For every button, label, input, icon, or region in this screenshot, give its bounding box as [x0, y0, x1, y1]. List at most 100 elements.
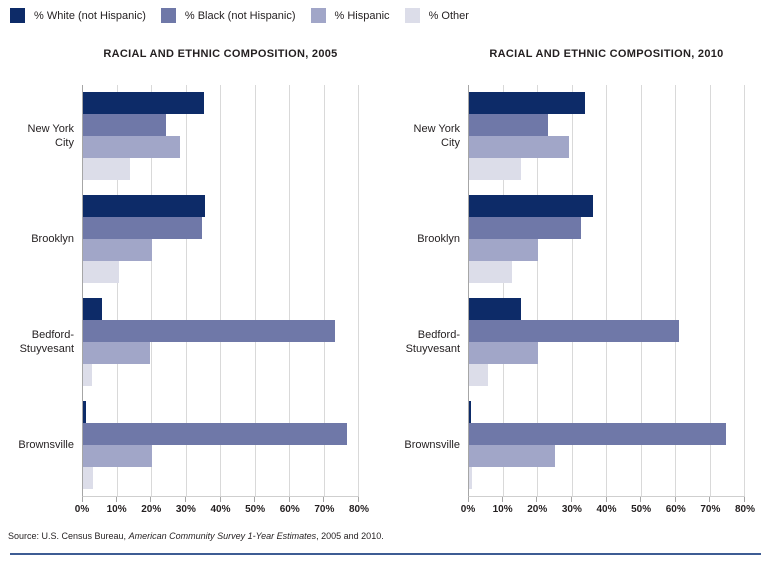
axis-tick-label: 20%	[527, 504, 548, 515]
category-label: Brooklyn	[417, 232, 460, 245]
chart-title-2010: RACIAL AND ETHNIC COMPOSITION, 2010	[489, 48, 724, 60]
bar-hispanic	[469, 239, 538, 261]
axis-tick-label: 50%	[245, 504, 266, 515]
bar-black-not-hispanic	[469, 320, 680, 342]
category-label: Bedford-Stuyvesant	[19, 329, 74, 355]
axis-tick	[184, 497, 186, 502]
gridline	[502, 85, 504, 496]
axis-tick-label: 70%	[314, 504, 335, 515]
source-note: Source: U.S. Census Bureau, American Com…	[8, 531, 384, 541]
axis-tick	[82, 497, 83, 502]
legend-swatch-4	[404, 8, 420, 23]
legend-swatch-1	[10, 8, 25, 23]
gridline	[116, 85, 118, 496]
bar-other	[469, 261, 513, 283]
bar-group	[469, 92, 745, 180]
bar-white-not-hispanic	[469, 298, 521, 320]
legend-label: % White (not Hispanic)	[34, 9, 146, 22]
axis-tick-label: 80%	[734, 504, 756, 515]
category-slot: New York City	[392, 85, 468, 188]
category-slot: Bedford-Stuyvesant	[392, 291, 468, 394]
axis-tick-label: 10%	[492, 504, 513, 515]
category-slot: Brownsville	[392, 394, 468, 497]
gridline	[220, 85, 221, 496]
axis-tick	[323, 497, 325, 502]
bar-group	[83, 92, 359, 180]
bar-black-not-hispanic	[469, 217, 582, 239]
source-prefix: Source: U.S. Census Bureau,	[8, 531, 129, 541]
axis-tick-label: 80%	[348, 504, 370, 515]
axis-tick-label: 30%	[175, 504, 196, 515]
bar-other	[469, 158, 521, 180]
axis-tick	[468, 497, 469, 502]
bar-group	[83, 298, 359, 386]
category-label: Brooklyn	[31, 232, 74, 245]
category-slot: New York City	[6, 85, 82, 188]
category-label: New York City	[27, 123, 74, 149]
source-italic: American Community Survey 1-Year Estimat…	[128, 531, 317, 541]
legend-label: % Hispanic	[334, 9, 390, 22]
legend-swatch-3	[310, 8, 326, 23]
category-axis-2010: New York City Brooklyn Bedford-Stuyvesant B…	[392, 85, 468, 497]
gridline	[640, 85, 642, 496]
legend-item: % Hispanic	[310, 8, 390, 23]
bar-black-not-hispanic	[83, 217, 203, 239]
category-label: Brownsville	[18, 438, 74, 451]
gridline	[571, 85, 573, 496]
axis-tick	[605, 497, 607, 502]
legend-item: % Black (not Hispanic)	[160, 8, 296, 23]
axis-tick	[150, 497, 152, 502]
bar-white-not-hispanic	[469, 195, 594, 217]
axis-tick	[358, 497, 359, 502]
axis-tick-label: 40%	[210, 504, 231, 515]
axis-tick-label: 60%	[665, 504, 686, 515]
bar-black-not-hispanic	[83, 423, 347, 445]
bar-white-not-hispanic	[83, 195, 206, 217]
axis-tick-label: 10%	[106, 504, 127, 515]
axis-tick	[288, 497, 290, 502]
bar-hispanic	[83, 239, 152, 261]
bar-other	[83, 261, 120, 283]
bar-group	[469, 298, 745, 386]
axis-tick	[536, 497, 538, 502]
axis-tick-label: 0%	[460, 504, 476, 515]
category-label: Bedford-Stuyvesant	[405, 329, 460, 355]
axis-tick	[640, 497, 642, 502]
plot-area-2010	[468, 85, 745, 497]
legend: % White (not Hispanic) % Black (not Hispa…	[10, 8, 469, 23]
bar-group	[83, 195, 359, 283]
axis-tick	[674, 497, 676, 502]
bar-hispanic	[83, 342, 151, 364]
bar-black-not-hispanic	[83, 114, 166, 136]
axis-tick-label: 50%	[631, 504, 652, 515]
gridline	[675, 85, 676, 496]
axis-tick	[744, 497, 745, 502]
gridline	[358, 85, 359, 496]
category-slot: Brooklyn	[392, 188, 468, 291]
chart-panel-2010: RACIAL AND ETHNIC COMPOSITION, 2010 New …	[392, 42, 755, 522]
gridline	[289, 85, 290, 496]
axis-tick	[709, 497, 711, 502]
category-slot: Brooklyn	[6, 188, 82, 291]
bar-other	[469, 364, 488, 386]
legend-label: % Other	[428, 9, 469, 22]
bar-other	[83, 158, 130, 180]
gridline	[151, 85, 152, 496]
axis-tick-label: 20%	[141, 504, 162, 515]
category-label: Brownsville	[404, 438, 460, 451]
bar-hispanic	[469, 445, 556, 467]
gridline	[185, 85, 187, 496]
bar-white-not-hispanic	[83, 298, 102, 320]
legend-label: % Black (not Hispanic)	[184, 9, 296, 22]
bar-hispanic	[83, 445, 152, 467]
chart-title-2005: RACIAL AND ETHNIC COMPOSITION, 2005	[103, 48, 338, 60]
axis-tick-label: 30%	[561, 504, 582, 515]
x-axis-2010: 0% 10% 20% 30% 40% 50% 60% 70% 80%	[461, 497, 755, 522]
bar-group	[469, 195, 745, 283]
category-axis-2005: New York City Brooklyn Bedford-Stuyvesant B…	[6, 85, 82, 497]
x-axis-2005: 0% 10% 20% 30% 40% 50% 60% 70% 80%	[75, 497, 369, 522]
legend-item: % White (not Hispanic)	[10, 8, 146, 23]
bar-black-not-hispanic	[469, 423, 727, 445]
gridline	[254, 85, 256, 496]
